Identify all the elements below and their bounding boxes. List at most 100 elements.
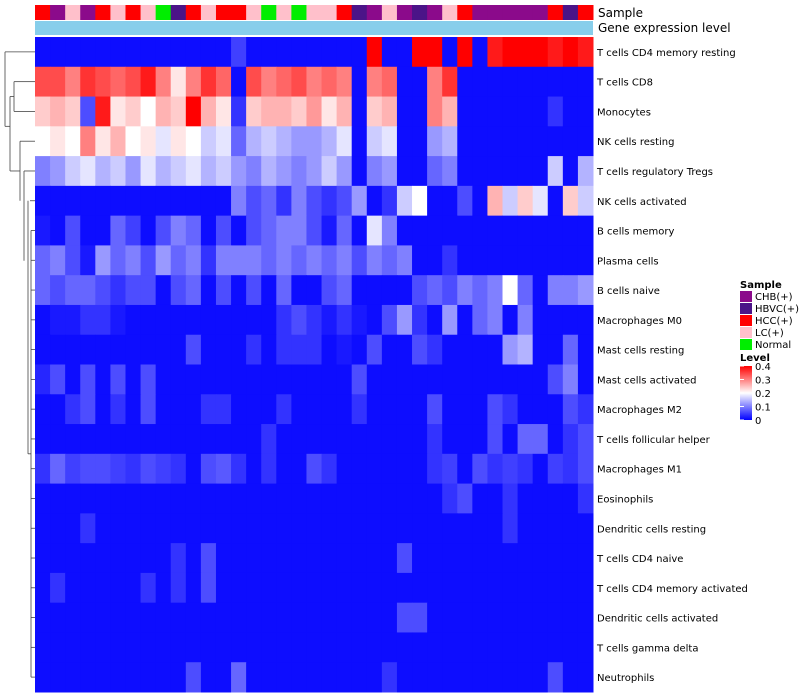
heatmap-cell (185, 304, 202, 336)
sample-annotation-cell (442, 5, 458, 20)
heatmap-cell (306, 543, 323, 574)
heatmap-cell (140, 215, 157, 246)
heatmap-cell (246, 572, 262, 604)
heatmap-cell (185, 453, 202, 485)
heatmap-cell (140, 662, 157, 693)
heatmap-cell (50, 245, 66, 276)
heatmap-cell (35, 513, 51, 544)
heatmap-cell (366, 364, 383, 395)
heatmap-cell (532, 453, 549, 485)
heatmap-cell (185, 632, 202, 663)
heatmap-cell (110, 245, 126, 276)
heatmap-cell (381, 364, 398, 395)
heatmap-cell (442, 483, 458, 514)
heatmap-cell (472, 156, 488, 187)
heatmap-cell (381, 304, 398, 336)
heatmap-cell (487, 37, 504, 68)
heatmap-cell (306, 424, 323, 455)
heatmap-cell (200, 66, 217, 98)
heatmap-cell (517, 364, 534, 395)
heatmap-cell (95, 424, 111, 455)
heatmap-cell (276, 543, 292, 574)
heatmap-cell (200, 364, 217, 395)
heatmap-cell (170, 572, 187, 604)
heatmap-cell (125, 513, 142, 544)
heatmap-cell (487, 572, 504, 604)
heatmap-cell (412, 662, 428, 693)
heatmap-cell (502, 662, 519, 693)
heatmap-cell (517, 632, 534, 663)
heatmap-cell (80, 304, 96, 336)
heatmap-cell (276, 513, 292, 544)
heatmap-cell (170, 245, 187, 276)
heatmap-cell (170, 66, 187, 98)
heatmap-cell (336, 215, 353, 246)
heatmap-cell (65, 156, 81, 187)
heatmap-cell (532, 602, 549, 633)
heatmap-cell (170, 37, 187, 68)
heatmap-cell (502, 602, 519, 633)
heatmap-cell (321, 304, 338, 336)
heatmap-cells (35, 37, 594, 693)
heatmap-cell (351, 126, 368, 157)
heatmap-cell (185, 275, 202, 306)
heatmap-cell (276, 185, 292, 217)
sample-legend-label: CHB(+) (755, 292, 793, 303)
heatmap-cell (487, 364, 504, 395)
heatmap-cell (517, 424, 534, 455)
heatmap-cell (547, 126, 564, 157)
heatmap-cell (35, 185, 51, 217)
heatmap-cell (427, 483, 443, 514)
heatmap-cell (65, 126, 81, 157)
heatmap-cell (502, 543, 519, 574)
heatmap-cell (35, 66, 51, 98)
heatmap-cell (50, 334, 66, 365)
heatmap-cell (110, 453, 126, 485)
heatmap-cell (155, 96, 172, 127)
heatmap-cell (95, 126, 111, 157)
heatmap-cell (125, 66, 142, 98)
heatmap-cell (487, 66, 504, 98)
heatmap-cell (215, 37, 232, 68)
heatmap-cell (291, 453, 307, 485)
heatmap-cell (155, 185, 172, 217)
heatmap-cell (215, 394, 232, 425)
heatmap-cell (261, 394, 277, 425)
sample-legend-swatch (740, 303, 752, 314)
heatmap-cell (291, 126, 307, 157)
heatmap-cell (321, 602, 338, 633)
heatmap-cell (65, 602, 81, 633)
heatmap-cell (321, 245, 338, 276)
heatmap-cell (517, 483, 534, 514)
heatmap-cell (442, 304, 458, 336)
heatmap-cell (261, 126, 277, 157)
sample-annotation-track (35, 5, 594, 20)
heatmap-cell (261, 156, 277, 187)
heatmap-cell (80, 572, 96, 604)
heatmap-cell (110, 334, 126, 365)
heatmap-cell (261, 215, 277, 246)
heatmap-cell (110, 66, 126, 98)
heatmap-cell (125, 304, 142, 336)
heatmap-cell (562, 602, 579, 633)
heatmap-cell (306, 37, 323, 68)
heatmap-cell (246, 424, 262, 455)
heatmap-cell (261, 453, 277, 485)
heatmap-cell (427, 543, 443, 574)
heatmap-cell (351, 572, 368, 604)
heatmap-cell (170, 185, 187, 217)
heatmap-cell (276, 126, 292, 157)
heatmap-cell (110, 185, 126, 217)
heatmap-cell (472, 185, 488, 217)
heatmap-cell (140, 602, 157, 633)
heatmap-cell (472, 66, 488, 98)
sample-annotation-cell (170, 5, 187, 20)
heatmap-cell (261, 334, 277, 365)
heatmap-cell (517, 275, 534, 306)
heatmap-cell (261, 572, 277, 604)
row-labels: T cells CD4 memory resting T cells CD8 Mon… (596, 48, 748, 684)
heatmap-cell (50, 37, 66, 68)
heatmap-cell (396, 334, 413, 365)
heatmap-cell (170, 364, 187, 395)
sample-annotation-cell (502, 5, 519, 20)
